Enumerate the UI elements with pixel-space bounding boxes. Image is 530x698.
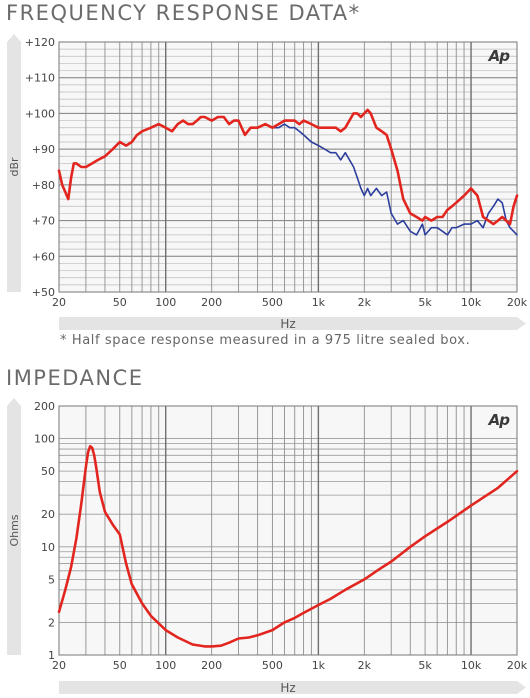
y-tick-label: 5 [48,573,55,586]
x-tick-label: 2k [358,659,372,672]
y-tick-label: 20 [41,508,55,521]
ylabel-strip-arrow [7,34,21,42]
y-axis-label: dBr [8,157,21,177]
x-tick-label: 10k [461,296,482,309]
series-line-0 [57,444,519,648]
x-tick-label: 100 [155,659,176,672]
y-tick-label: +110 [25,72,55,85]
y-tick-label: 50 [41,465,55,478]
x-tick-label: 200 [201,296,222,309]
x-tick-label: 5k [418,296,432,309]
xlabel-strip [59,681,517,694]
series-line-1 [57,108,519,226]
ylabel-strip [7,42,21,292]
x-tick-label: 1k [312,296,326,309]
y-tick-label: +70 [32,215,55,228]
y-axis-label: Ohms [8,514,21,546]
frequency-response-title: FREQUENCY RESPONSE DATA* [6,1,361,25]
x-tick-label: 5k [418,659,432,672]
plot-frame [58,41,518,293]
ylabel-strip-arrow [7,398,21,406]
ap-logo: Ap [488,47,511,65]
xlabel-strip-arrow [517,317,526,330]
impedance-title: IMPEDANCE [6,366,144,390]
y-tick-label: +90 [32,143,55,156]
y-tick-label: +80 [32,179,55,192]
x-tick-label: 50 [113,659,127,672]
plot-area [59,406,517,655]
ap-logo: Ap [488,411,511,429]
x-axis-label: Hz [280,681,295,695]
ylabel-strip [7,406,21,655]
x-tick-label: 10k [461,659,482,672]
frequency-response-footnote: * Half space response measured in a 975 … [60,333,471,348]
xlabel-strip-arrow [517,681,526,694]
xlabel-strip [59,317,517,330]
y-tick-label: 200 [34,400,55,413]
x-tick-label: 20k [507,659,528,672]
y-tick-label: 2 [48,616,55,629]
y-tick-label: 1 [48,649,55,662]
x-tick-label: 500 [262,659,283,672]
x-tick-label: 20 [52,296,66,309]
x-tick-label: 20 [52,659,66,672]
x-tick-label: 500 [262,296,283,309]
x-axis-label: Hz [280,317,295,331]
x-tick-label: 20k [507,296,528,309]
x-tick-label: 50 [113,296,127,309]
y-tick-label: +120 [25,36,55,49]
plot-area [59,42,517,292]
y-tick-label: 10 [41,541,55,554]
x-tick-label: 200 [201,659,222,672]
x-tick-label: 2k [358,296,372,309]
x-tick-label: 100 [155,296,176,309]
impedance-chart: 1 2 5 10 20 50 100 200 20 50 100 200 500 1k 2k 5k 10k 20k… [7,398,528,695]
y-tick-label: +50 [32,286,55,299]
plot-frame [58,405,518,656]
y-tick-label: +100 [25,107,55,120]
frequency-response-chart: +50 +60 +70 +80 +90 +100 +110 +120 20 50 100 200 500… [7,34,528,331]
y-tick-label: 100 [34,433,55,446]
x-tick-label: 1k [312,659,326,672]
y-tick-label: +60 [32,250,55,263]
